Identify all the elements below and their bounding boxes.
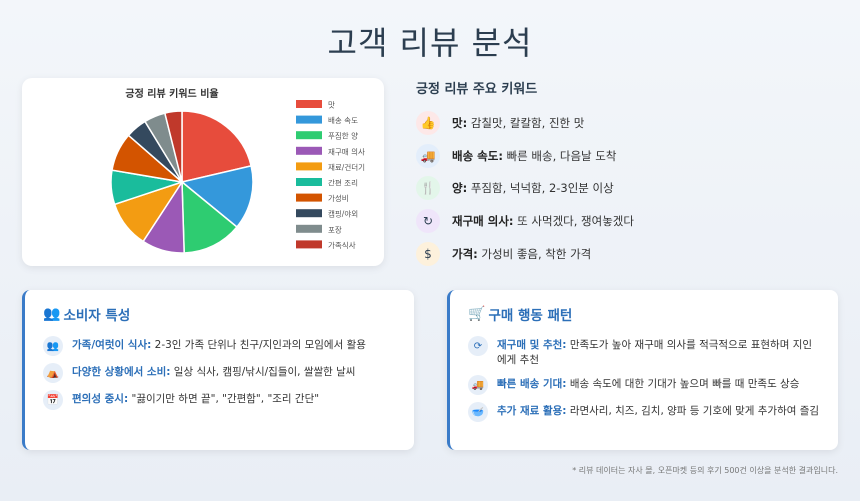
sync-icon: ⟳: [468, 336, 488, 356]
consumer-traits-card: 👥 소비자 특성 👥 가족/여럿이 식사: 2-3인 가족 단위나 친구/지인과의…: [22, 290, 414, 450]
legend-label-5: 간편 조리: [328, 178, 358, 188]
shipping-icon: 🚚: [468, 375, 488, 395]
legend-label-8: 포장: [328, 224, 342, 234]
consumer-traits-title-text: 소비자 특성: [63, 308, 131, 324]
keyword-item-2: 🍴 양: 푸짐함, 넉넉함, 2-3인분 이상: [416, 172, 836, 205]
pie-slice-0[interactable]: [181, 110, 253, 183]
pie-slice-9[interactable]: [163, 110, 183, 183]
keyword-text-4: 가격: 가성비 좋음, 착한 가격: [452, 246, 592, 261]
purchase-pattern-card: 🛒 구매 행동 패턴 ⟳ 재구매 및 추천: 만족도가 높아 재구매 의사를 적극…: [447, 290, 838, 450]
consumer-row-text-1: 다양한 상황에서 소비: 일상 식사, 캠핑/낚시/집들이, 쌀쌀한 날씨: [72, 366, 356, 378]
consumer-row-2: 📅 편의성 중시: "끓이기만 하면 끝", "간편함", "조리 간단": [43, 390, 396, 410]
legend-swatch-7: [296, 209, 322, 218]
consumer-row-text-0: 가족/여럿이 식사: 2-3인 가족 단위나 친구/지인과의 모임에서 활용: [72, 339, 366, 351]
consumer-row-1: ⛺ 다양한 상황에서 소비: 일상 식사, 캠핑/낚시/집들이, 쌀쌀한 날씨: [43, 363, 396, 383]
legend-label-2: 푸짐한 양: [328, 131, 358, 141]
legend-swatch-0: [296, 100, 322, 108]
purchase-row-text-0: 재구매 및 추천: 만족도가 높아 재구매 의사를 적극적으로 표현하며 지인에…: [497, 339, 813, 366]
consumer-row-text-2: 편의성 중시: "끓이기만 하면 끝", "간편함", "조리 간단": [72, 393, 320, 405]
purchase-row-0: ⟳ 재구매 및 추천: 만족도가 높아 재구매 의사를 적극적으로 표현하며 지인…: [468, 336, 820, 368]
bowl-icon: 🥣: [468, 402, 488, 422]
footnote: * 리뷰 데이터는 자사 몰, 오픈마켓 등의 후기 500건 이상을 분석한 …: [572, 466, 838, 475]
users-icon: 👥: [43, 306, 61, 322]
shopping-cart-icon: 🛒: [468, 306, 486, 322]
legend-swatch-9: [296, 240, 322, 249]
pie-slice-1[interactable]: [180, 164, 254, 229]
redo-icon: ↻: [416, 209, 440, 234]
keyword-text-0: 맛: 감칠맛, 칼칼함, 진한 맛: [452, 116, 585, 131]
legend-label-6: 가성비: [328, 194, 349, 203]
keyword-text-2: 양: 푸짐함, 넉넉함, 2-3인분 이상: [452, 181, 614, 196]
truck-icon: 🚚: [416, 143, 440, 168]
pie-slice-2[interactable]: [181, 180, 238, 254]
legend-label-3: 재구매 의사: [328, 146, 365, 156]
keyword-heading: 긍정 리뷰 주요 키워드: [416, 82, 538, 97]
legend-swatch-5: [296, 178, 322, 186]
purchase-row-text-1: 빠른 배송 기대: 배송 속도에 대한 기대가 높으며 빠를 때 만족도 상승: [497, 378, 800, 390]
legend-swatch-3: [296, 146, 322, 155]
page-title: 고객 리뷰 분석: [327, 24, 533, 62]
keyword-text-1: 배송 속도: 빠른 배송, 다음날 도착: [452, 148, 617, 163]
keyword-list: 👍 맛: 감칠맛, 칼칼함, 진한 맛 🚚 배송 속도: 빠른 배송, 다음날 도착 🍴…: [416, 107, 836, 270]
thumbs-up-icon: 👍: [416, 111, 440, 136]
legend-label-4: 재료/건더기: [328, 162, 365, 172]
keyword-text-3: 재구매 의사: 또 사먹겠다, 쟁여놓겠다: [452, 214, 634, 229]
purchase-pattern-title-text: 구매 행동 패턴: [488, 308, 573, 324]
keyword-item-4: $ 가격: 가성비 좋음, 착한 가격: [416, 237, 836, 270]
chart-title: 긍정 리뷰 키워드 비율: [125, 87, 218, 100]
campground-icon: ⛺: [43, 363, 63, 383]
keyword-item-0: 👍 맛: 감칠맛, 칼칼함, 진한 맛: [416, 107, 836, 140]
utensils-icon: 🍴: [416, 176, 440, 201]
legend-label-0: 맛: [328, 100, 335, 110]
dollar-icon: $: [416, 241, 440, 266]
legend-swatch-8: [296, 224, 322, 233]
keyword-panel: 긍정 리뷰 주요 키워드 👍 맛: 감칠맛, 칼칼함, 진한 맛 🚚 배송 속도: 빠…: [416, 78, 836, 270]
legend-swatch-2: [296, 131, 322, 140]
keyword-item-3: ↻ 재구매 의사: 또 사먹겠다, 쟁여놓겠다: [416, 205, 836, 238]
legend-swatch-6: [296, 193, 322, 202]
purchase-row-2: 🥣 추가 재료 활용: 라면사리, 치즈, 김치, 양파 등 기호에 맞게 추가하…: [468, 402, 820, 422]
legend-label-9: 가족식사: [328, 241, 356, 250]
legend-swatch-4: [296, 162, 322, 171]
consumer-row-0: 👥 가족/여럿이 식사: 2-3인 가족 단위나 친구/지인과의 모임에서 활용: [43, 336, 396, 356]
legend-swatch-1: [296, 115, 322, 124]
calendar-icon: 📅: [43, 390, 63, 410]
users-icon: 👥: [43, 336, 63, 356]
consumer-traits-title: 👥 소비자 특성: [43, 304, 396, 324]
legend-label-1: 배송 속도: [328, 116, 358, 125]
purchase-row-text-2: 추가 재료 활용: 라면사리, 치즈, 김치, 양파 등 기호에 맞게 추가하여…: [497, 405, 820, 417]
purchase-pattern-title: 🛒 구매 행동 패턴: [468, 304, 820, 324]
purchase-row-1: 🚚 빠른 배송 기대: 배송 속도에 대한 기대가 높으며 빠를 때 만족도 상승: [468, 375, 820, 395]
legend-label-7: 캠핑/야외: [328, 209, 358, 219]
keyword-item-1: 🚚 배송 속도: 빠른 배송, 다음날 도착: [416, 140, 836, 173]
